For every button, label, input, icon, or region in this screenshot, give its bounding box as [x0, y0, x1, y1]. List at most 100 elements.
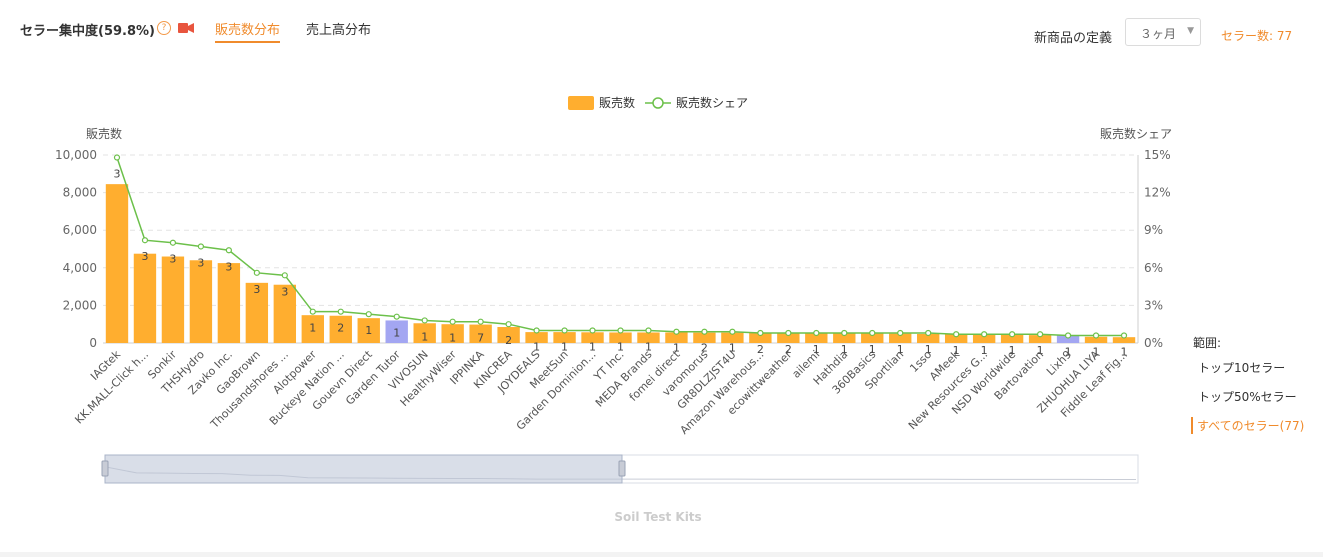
bar[interactable]	[805, 333, 828, 343]
share-point[interactable]	[673, 328, 680, 335]
bar[interactable]	[637, 332, 660, 343]
share-point[interactable]	[141, 237, 149, 244]
share-point[interactable]	[729, 328, 736, 335]
share-point[interactable]	[589, 327, 596, 334]
bar[interactable]	[917, 333, 940, 343]
data-labels: 3 3 3 3 3 3 3 1 2 1 1 1 1 7 2 1 1 1 1 1 1 2 1 2 2 1 1 1 1 1 1 1 1 1 1 1 1	[113, 168, 1127, 359]
share-point[interactable]	[393, 313, 400, 320]
bar[interactable]	[861, 333, 884, 343]
bar[interactable]	[133, 253, 157, 343]
bar[interactable]	[105, 184, 129, 343]
bar[interactable]	[833, 333, 856, 343]
share-point[interactable]	[197, 243, 205, 250]
tab-revenue-distribution[interactable]: 売上高分布	[306, 23, 372, 38]
bar[interactable]	[693, 332, 716, 343]
share-point[interactable]	[169, 239, 177, 246]
range-top50pct-sellers[interactable]: トップ50%セラー	[1198, 390, 1297, 404]
data-label: 2	[505, 334, 512, 347]
bar[interactable]	[609, 332, 632, 343]
tab-sales-volume-distribution[interactable]: 販売数分布	[215, 19, 281, 43]
bar[interactable]	[889, 333, 912, 343]
zoom-slider[interactable]	[101, 454, 1139, 484]
y-axis-ticks: 0 2,000 4,000 6,000 8,000 10,000	[55, 148, 97, 350]
share-point[interactable]	[365, 311, 372, 318]
bar[interactable]	[1112, 337, 1136, 343]
bar[interactable]	[217, 263, 241, 343]
share-point[interactable]	[309, 308, 316, 315]
share-point[interactable]	[1092, 332, 1100, 339]
data-label: 1	[1037, 344, 1044, 357]
bar[interactable]	[357, 318, 380, 343]
bar[interactable]	[413, 323, 436, 343]
data-label: 1	[365, 324, 372, 337]
bar[interactable]	[553, 332, 576, 343]
share-point[interactable]	[701, 328, 708, 335]
bar[interactable]	[245, 282, 269, 343]
share-point[interactable]	[281, 272, 288, 279]
bar[interactable]	[273, 284, 297, 343]
bar[interactable]	[665, 332, 688, 343]
share-point[interactable]	[897, 329, 904, 337]
bar[interactable]	[469, 324, 492, 343]
bar[interactable]	[1084, 336, 1108, 343]
bar[interactable]	[385, 320, 408, 343]
video-camera-icon[interactable]	[178, 23, 194, 33]
bar[interactable]	[777, 332, 800, 343]
share-point[interactable]	[981, 331, 988, 338]
bar[interactable]	[1000, 334, 1024, 343]
share-point[interactable]	[813, 329, 820, 337]
share-point[interactable]	[1009, 331, 1016, 338]
share-point[interactable]	[533, 327, 540, 334]
share-point[interactable]	[617, 327, 624, 334]
chart-legend[interactable]: 販売数 販売数シェア	[568, 95, 748, 110]
bar[interactable]	[161, 256, 185, 343]
bar[interactable]	[301, 315, 324, 343]
share-point[interactable]	[477, 318, 484, 325]
share-point[interactable]	[841, 329, 848, 337]
question-circle-icon[interactable]: ?	[157, 21, 171, 35]
bar[interactable]	[721, 332, 744, 343]
bars	[105, 184, 1136, 343]
range-all-sellers[interactable]: すべてのセラー(77)	[1191, 417, 1304, 434]
share-point[interactable]	[785, 329, 792, 337]
share-point[interactable]	[337, 308, 344, 315]
share-point[interactable]	[561, 327, 568, 334]
share-point[interactable]	[1064, 332, 1072, 339]
zoom-handle-left[interactable]	[101, 460, 109, 477]
share-point[interactable]	[449, 318, 456, 325]
y-tick-label: 4,000	[63, 261, 97, 275]
zoom-selected-window[interactable]	[104, 454, 623, 484]
bar[interactable]	[525, 332, 548, 343]
y2-tick-label: 3%	[1144, 298, 1163, 312]
share-point[interactable]	[925, 329, 932, 337]
share-point[interactable]	[253, 269, 260, 276]
bar[interactable]	[441, 324, 464, 343]
share-point[interactable]	[113, 154, 121, 161]
share-point[interactable]	[1036, 331, 1044, 338]
share-point[interactable]	[869, 329, 876, 337]
new-product-period-select[interactable]: ３ヶ月 ▼	[1125, 18, 1201, 46]
bar[interactable]	[497, 327, 520, 343]
bar[interactable]	[944, 334, 968, 343]
bar[interactable]	[1028, 335, 1052, 343]
share-point[interactable]	[421, 317, 428, 324]
y2-axis-title: 販売数シェア	[1100, 126, 1172, 141]
bar[interactable]	[1056, 335, 1080, 343]
bar[interactable]	[749, 332, 772, 343]
share-point[interactable]	[1120, 332, 1128, 339]
share-point[interactable]	[645, 327, 652, 334]
range-top10-sellers[interactable]: トップ10セラー	[1198, 361, 1286, 375]
share-point[interactable]	[757, 329, 764, 337]
y-tick-label: 10,000	[55, 148, 97, 162]
zoom-handle-right[interactable]	[618, 460, 626, 477]
bar[interactable]	[581, 332, 604, 343]
share-point[interactable]	[505, 321, 512, 328]
bar[interactable]	[972, 334, 996, 343]
share-point[interactable]	[225, 247, 232, 254]
bar[interactable]	[329, 315, 352, 343]
share-point[interactable]	[953, 331, 960, 338]
bar[interactable]	[189, 260, 213, 343]
data-label: 1	[617, 340, 624, 353]
data-label: 1	[645, 340, 652, 353]
